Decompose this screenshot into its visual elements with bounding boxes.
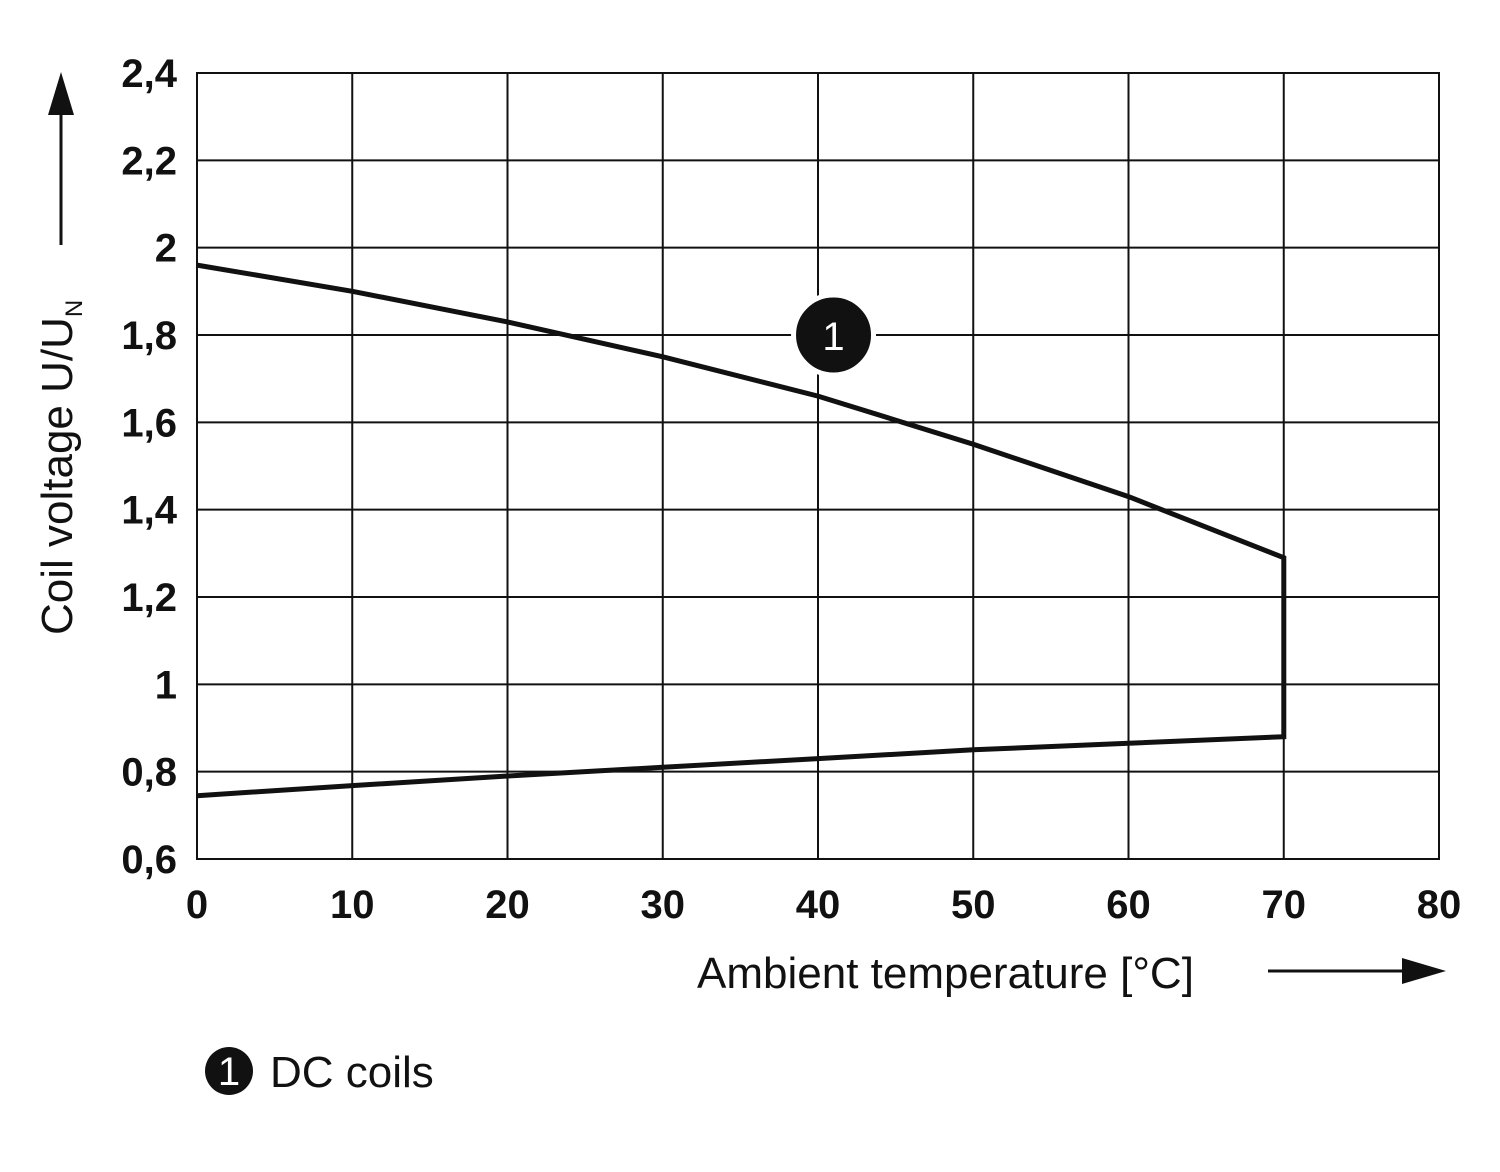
annotation-label: 1	[822, 315, 844, 359]
x-tick-label: 20	[485, 883, 530, 927]
y-tick-label: 1	[155, 663, 177, 707]
legend-marker-label: 1	[218, 1050, 240, 1094]
y-tick-label: 1,6	[121, 401, 177, 445]
x-tick-label: 80	[1417, 883, 1462, 927]
y-axis-arrow-head	[48, 72, 74, 115]
legend: 1 DC coils	[205, 1047, 434, 1097]
y-tick-label: 1,2	[121, 576, 177, 620]
y-axis-title-group: Coil voltage U/UN	[33, 72, 88, 635]
series-annotation-marker: 1	[791, 292, 877, 378]
x-tick-label: 60	[1106, 883, 1151, 927]
x-tick-label: 0	[186, 883, 208, 927]
y-axis-title-subscript: N	[61, 300, 88, 317]
series-layer	[196, 262, 1287, 799]
x-tick-labels: 0 10 20 30 40 50 60 70 80	[186, 883, 1461, 927]
y-axis-title: Coil voltage U/UN	[33, 300, 88, 635]
x-axis-title-group: Ambient temperature [°C]	[697, 949, 1446, 998]
grid	[196, 72, 1440, 860]
y-tick-label: 1,4	[121, 489, 177, 533]
x-tick-label: 40	[796, 883, 841, 927]
plot-frame	[196, 72, 1440, 860]
x-tick-label: 50	[951, 883, 996, 927]
x-axis-title: Ambient temperature [°C]	[697, 949, 1194, 998]
series-line-dc-coils	[196, 262, 1287, 799]
y-tick-label: 2	[155, 227, 177, 271]
y-tick-label: 2,4	[121, 52, 177, 96]
x-tick-label: 70	[1262, 883, 1307, 927]
x-tick-label: 30	[641, 883, 686, 927]
annotation-circle	[791, 292, 877, 378]
y-tick-label: 1,8	[121, 314, 177, 358]
y-tick-labels: 0,6 0,8 1 1,2 1,4 1,6 1,8 2 2,2 2,4	[121, 52, 177, 882]
legend-text: DC coils	[270, 1048, 434, 1097]
y-tick-label: 0,8	[121, 751, 177, 795]
legend-marker-circle	[205, 1047, 253, 1095]
x-tick-label: 10	[330, 883, 375, 927]
y-tick-label: 0,6	[121, 838, 177, 882]
x-axis-arrow-head	[1402, 958, 1446, 984]
y-tick-label: 2,2	[121, 139, 177, 183]
